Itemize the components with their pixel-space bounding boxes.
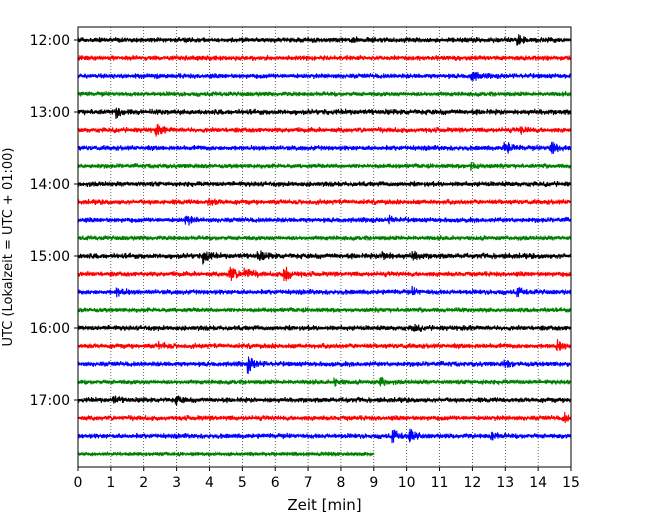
x-tick-label: 3	[172, 475, 181, 491]
x-tick-label: 10	[398, 475, 416, 491]
trace-line-1615	[77, 339, 572, 352]
trace-line-1545	[77, 306, 572, 314]
trace-line-1215	[77, 54, 572, 62]
y-tick-label: 17:00	[30, 393, 70, 409]
trace-line-1400	[77, 180, 572, 188]
trace-line-1345	[77, 162, 572, 171]
trace-line-1730	[77, 428, 572, 444]
trace-lines	[77, 34, 572, 458]
trace-line-1315	[77, 123, 572, 137]
trace-line-1515	[77, 266, 572, 282]
trace-line-1645	[77, 376, 572, 387]
trace-line-1200	[77, 34, 572, 46]
trace-line-1245	[77, 90, 572, 98]
trace-line-1630	[77, 356, 572, 374]
trace-line-1230	[77, 71, 572, 81]
x-tick-label: 9	[369, 475, 378, 491]
x-axis-ticks: 0 1 2 3 4 5 6 7 8 9 10 11 12 13 14 15	[74, 467, 580, 491]
x-tick-label: 15	[562, 475, 580, 491]
trace-line-1530	[77, 285, 572, 298]
plot-frame	[77, 26, 572, 468]
y-tick-label: 13:00	[30, 105, 70, 121]
trace-line-1415	[77, 197, 572, 206]
x-tick-label: 6	[271, 475, 280, 491]
x-tick-label: 1	[106, 475, 115, 491]
trace-line-1430	[77, 214, 572, 226]
trace-line-1330	[77, 141, 572, 154]
trace-line-1715	[77, 411, 572, 424]
x-tick-label: 0	[74, 475, 83, 491]
trace-line-1700	[77, 395, 572, 406]
trace-line-1745	[77, 450, 375, 458]
grid-lines	[110, 27, 539, 467]
y-axis-ticks: 12:00 13:00 14:00 15:00 16:00 17:00	[30, 33, 78, 409]
trace-line-1500	[77, 250, 572, 265]
trace-line-1445	[77, 234, 572, 242]
x-tick-label: 13	[496, 475, 514, 491]
y-axis-label: UTC (Lokalzeit = UTC + 01:00)	[1, 148, 16, 347]
y-tick-label: 14:00	[30, 177, 70, 193]
trace-line-1600	[77, 323, 572, 332]
x-tick-label: 14	[529, 475, 547, 491]
y-tick-label: 15:00	[30, 249, 70, 265]
x-tick-label: 11	[431, 475, 449, 491]
x-tick-label: 5	[238, 475, 247, 491]
trace-line-1300	[77, 107, 572, 119]
x-tick-label: 2	[139, 475, 148, 491]
x-tick-label: 4	[205, 475, 214, 491]
x-tick-label: 7	[304, 475, 313, 491]
x-axis-label: Zeit [min]	[287, 496, 361, 514]
y-tick-label: 12:00	[30, 33, 70, 49]
x-tick-label: 8	[336, 475, 345, 491]
x-tick-label: 12	[463, 475, 481, 491]
y-tick-label: 16:00	[30, 321, 70, 337]
